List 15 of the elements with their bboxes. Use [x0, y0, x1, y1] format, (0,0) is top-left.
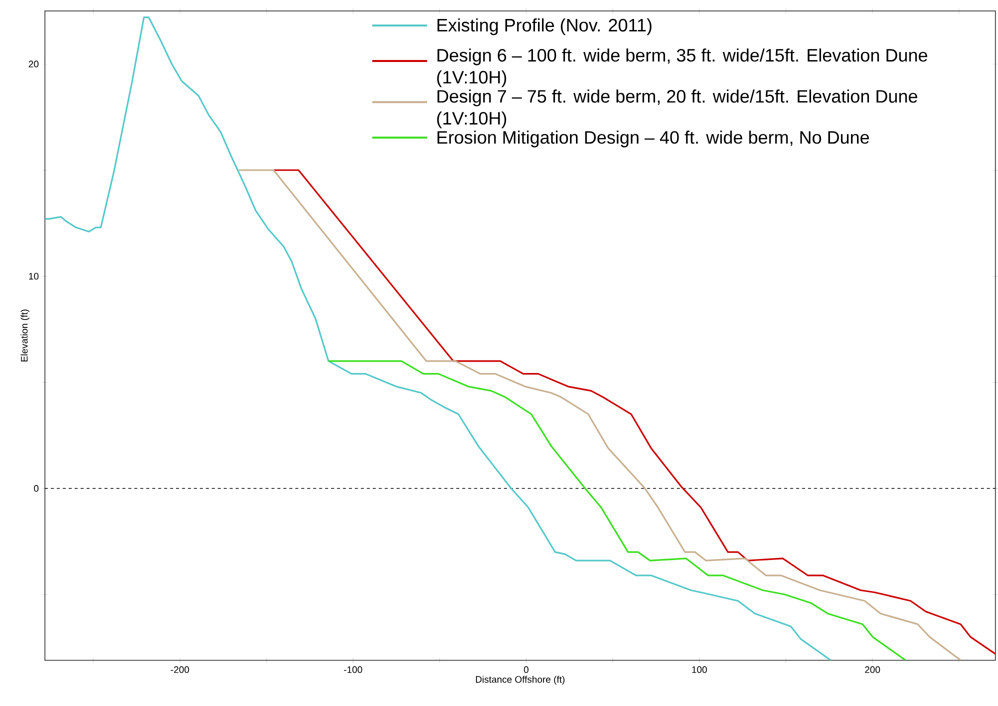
- x-tick-label: 100: [692, 666, 707, 673]
- legend-label: Existing Profile (Nov. 2011): [438, 18, 652, 36]
- y-tick-label: 10: [29, 272, 39, 280]
- y-tick-label: 20: [28, 60, 39, 68]
- x-tick-label: -100: [344, 666, 362, 673]
- y-tick-label: 0: [34, 484, 39, 492]
- x-axis-title: Distance Offshore (ft): [476, 676, 564, 685]
- y-axis-title: Elevation (ft): [20, 310, 30, 362]
- x-tick-label: 0: [524, 666, 528, 673]
- x-tick-label: 200: [865, 666, 880, 673]
- line-series: [328, 360, 906, 660]
- legend-label: Erosion Mitigation Design – 40 ft. wide berm, No Dune: [438, 130, 869, 148]
- legend-label: Design 6 – 100 ft. wide berm, 35 ft. wide/15ft. Elevation Dune (1V:10H): [437, 48, 928, 88]
- x-tick-label: -200: [170, 666, 190, 673]
- legend-label: Design 7 – 75 ft. wide berm, 20 ft. wide/15ft. Elevation Dune (1V:10H): [437, 89, 918, 128]
